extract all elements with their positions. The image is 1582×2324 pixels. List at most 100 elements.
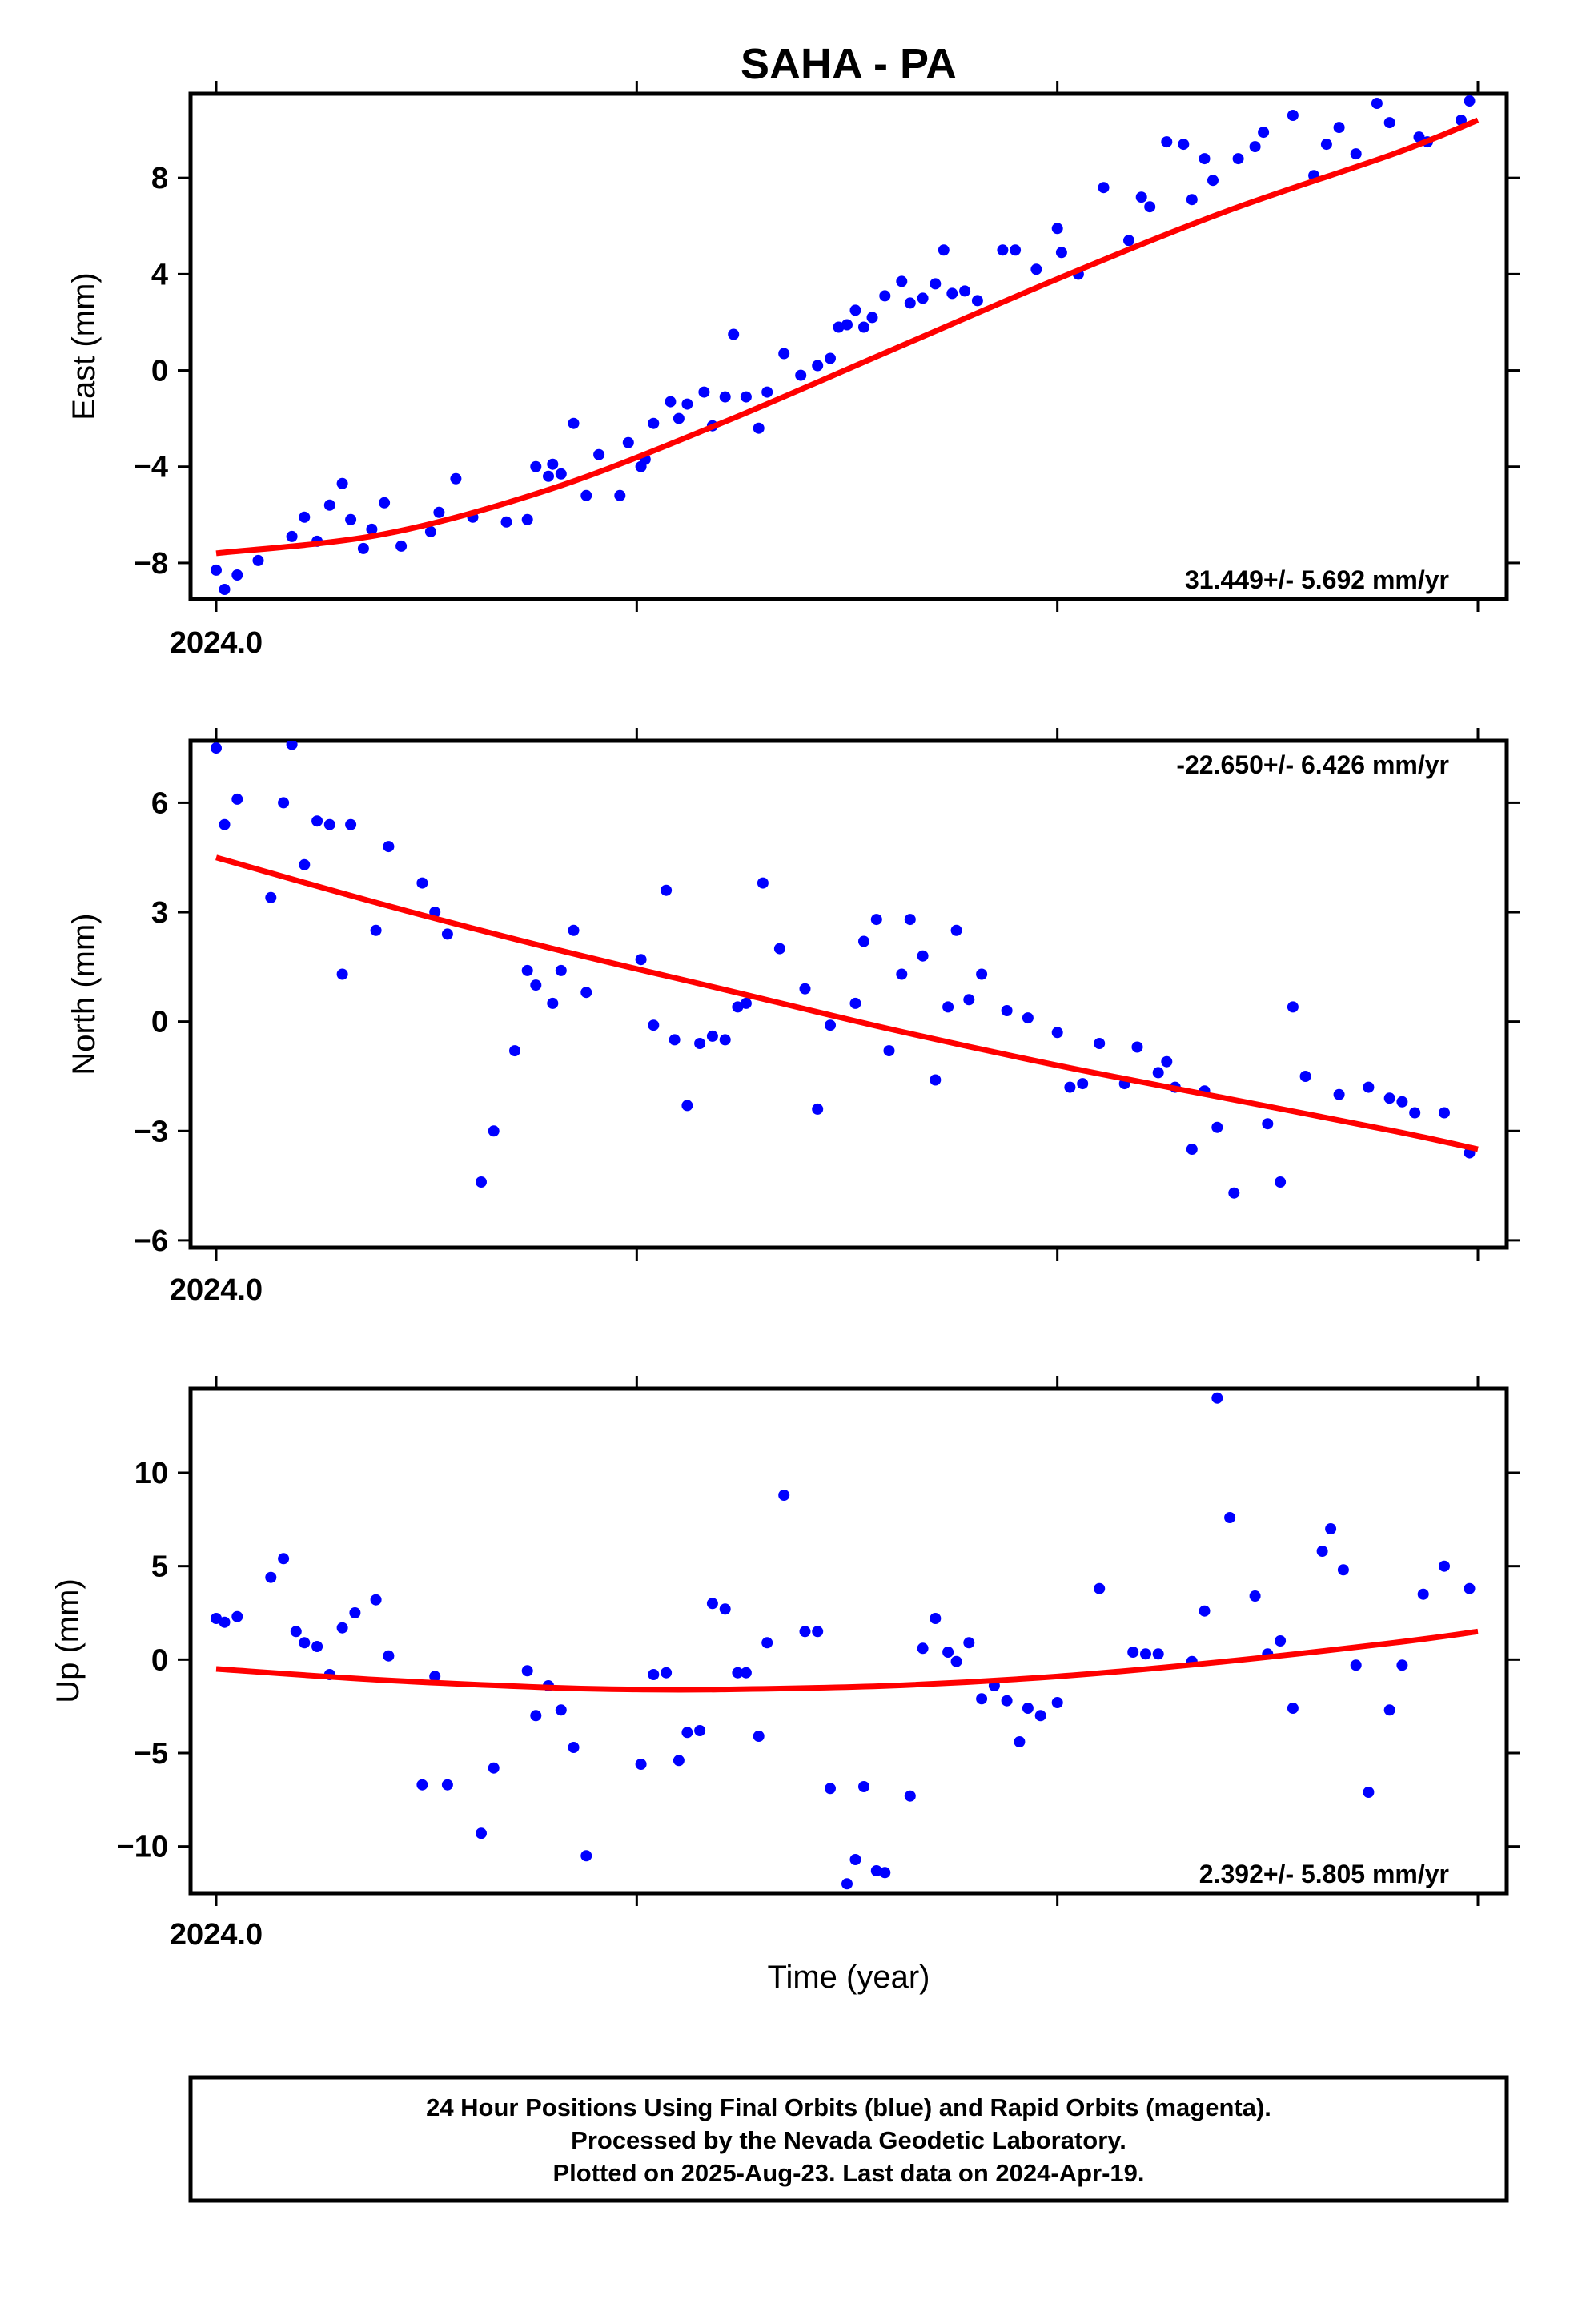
- data-point: [323, 499, 335, 511]
- data-point: [231, 569, 243, 581]
- data-point: [1325, 1523, 1337, 1534]
- data-point: [719, 391, 731, 403]
- data-point: [1135, 191, 1147, 203]
- data-point: [555, 1704, 567, 1716]
- fit-line: [215, 854, 1479, 1152]
- footer-line-3: Plotted on 2025-Aug-23. Last data on 202…: [552, 2159, 1144, 2187]
- plot-area: [211, 95, 1480, 595]
- data-point: [976, 968, 988, 980]
- data-point: [543, 470, 554, 482]
- data-point: [1199, 153, 1211, 165]
- data-point: [429, 1671, 441, 1683]
- data-point: [1333, 1088, 1345, 1100]
- data-point: [946, 287, 958, 300]
- y-tick-label: 6: [151, 786, 168, 820]
- data-point: [930, 1613, 942, 1624]
- data-point: [661, 884, 673, 896]
- data-point: [825, 352, 836, 364]
- data-point: [568, 924, 580, 936]
- data-point: [336, 968, 348, 980]
- data-point: [694, 1725, 706, 1736]
- data-point: [1383, 117, 1395, 129]
- data-point: [778, 348, 790, 360]
- data-point: [740, 1667, 752, 1679]
- data-point: [1409, 1107, 1421, 1119]
- data-point: [665, 396, 677, 408]
- north-panel: 2024.0−6 −3 0 3 6 North (mm) -22.650+/- 6.426 …: [66, 728, 1520, 1307]
- y-tick-label: −10: [117, 1831, 168, 1864]
- data-point: [942, 1001, 954, 1013]
- fit-line: [215, 117, 1480, 557]
- data-point: [1030, 263, 1042, 275]
- data-point: [706, 1598, 718, 1610]
- data-point: [753, 422, 765, 434]
- data-point: [661, 1667, 673, 1679]
- data-point: [1417, 1588, 1429, 1600]
- data-point: [866, 312, 878, 324]
- data-point: [799, 983, 811, 995]
- data-point: [1383, 1092, 1395, 1104]
- data-point: [379, 497, 391, 509]
- data-point: [336, 477, 348, 489]
- data-point: [681, 398, 693, 410]
- data-point: [673, 1755, 685, 1767]
- data-point: [547, 997, 559, 1009]
- data-point: [681, 1100, 693, 1112]
- data-point: [1186, 1144, 1198, 1155]
- data-point: [1051, 223, 1063, 235]
- data-point: [1439, 1560, 1450, 1572]
- x-tick-label: 2024.0: [170, 626, 263, 660]
- data-point: [1299, 1071, 1311, 1082]
- data-point: [1232, 153, 1244, 165]
- data-point: [1350, 1659, 1362, 1671]
- data-point: [476, 1176, 487, 1188]
- y-tick-label: 0: [151, 1643, 168, 1677]
- data-point: [849, 1854, 861, 1865]
- data-point: [568, 1742, 580, 1753]
- y-tick-label: 0: [151, 1006, 168, 1039]
- data-point: [950, 1655, 962, 1667]
- data-point: [1363, 1081, 1375, 1093]
- data-point: [681, 1727, 693, 1739]
- data-point: [211, 1613, 222, 1624]
- data-point: [648, 417, 660, 429]
- data-point: [521, 1665, 533, 1677]
- data-point: [580, 987, 592, 999]
- data-point: [870, 1865, 882, 1876]
- data-point: [1320, 139, 1332, 151]
- data-point: [488, 1762, 500, 1774]
- data-point: [904, 914, 916, 926]
- data-point: [635, 1759, 647, 1770]
- data-point: [1152, 1648, 1164, 1660]
- data-point: [509, 1045, 520, 1057]
- data-point: [669, 1034, 681, 1046]
- data-point: [761, 386, 773, 398]
- data-point: [441, 1779, 453, 1791]
- data-point: [879, 290, 891, 302]
- data-point: [1034, 1710, 1046, 1722]
- data-point: [1337, 1564, 1349, 1576]
- data-point: [1161, 136, 1173, 148]
- data-point: [858, 321, 869, 333]
- data-point: [799, 1626, 811, 1638]
- data-point: [896, 968, 908, 980]
- y-tick-label: 3: [151, 896, 168, 930]
- data-point: [841, 1878, 853, 1890]
- data-point: [1413, 131, 1425, 143]
- y-axis-label: Up (mm): [50, 1578, 86, 1703]
- data-point: [849, 304, 861, 316]
- data-point: [812, 360, 824, 372]
- data-point: [825, 1783, 836, 1795]
- data-point: [622, 436, 634, 448]
- data-point: [740, 391, 752, 403]
- plot-frame: [188, 91, 1509, 601]
- data-point: [753, 1731, 765, 1742]
- data-point: [521, 964, 533, 976]
- data-point: [1152, 1067, 1164, 1079]
- data-point: [917, 950, 929, 962]
- data-point: [1186, 194, 1198, 206]
- footer-line-1: 24 Hour Positions Using Final Orbits (bl…: [426, 2093, 1271, 2121]
- data-point: [904, 297, 916, 309]
- data-point: [323, 818, 335, 830]
- data-point: [555, 468, 567, 480]
